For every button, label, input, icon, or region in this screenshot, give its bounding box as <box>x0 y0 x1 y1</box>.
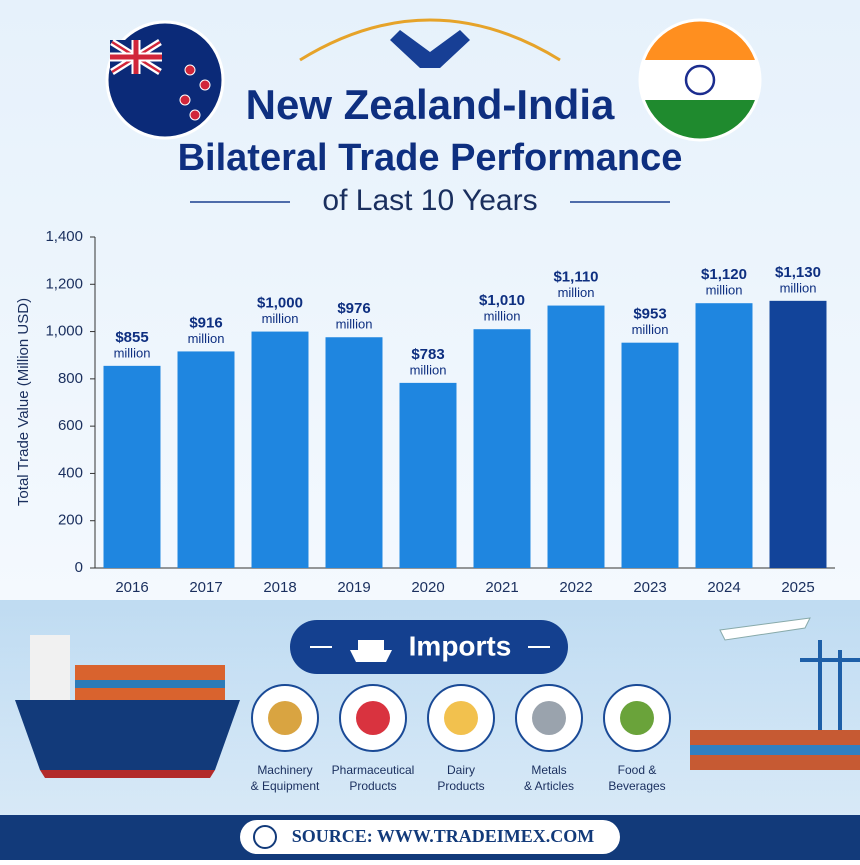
source-pill <box>240 820 620 854</box>
value-label-unit: million <box>558 285 595 300</box>
import-label: Beverages <box>608 779 665 793</box>
import-icon-art <box>444 701 478 735</box>
import-icon-art <box>356 701 390 735</box>
y-tick-label: 400 <box>58 464 83 481</box>
value-label-unit: million <box>484 309 521 324</box>
x-tick-label: 2025 <box>781 579 814 596</box>
value-label: $1,000 <box>257 295 303 312</box>
handshake <box>299 18 561 68</box>
globe-icon <box>253 825 277 849</box>
value-label: $1,120 <box>701 266 747 283</box>
import-icon-art <box>620 701 654 735</box>
value-label-unit: million <box>706 283 743 298</box>
x-tick-label: 2022 <box>559 579 592 596</box>
value-label: $783 <box>411 346 444 363</box>
import-label: Food & <box>618 763 657 777</box>
value-label-unit: million <box>410 362 447 377</box>
value-label-unit: million <box>262 311 299 326</box>
bar <box>547 305 605 568</box>
x-tick-label: 2021 <box>485 579 518 596</box>
value-label-unit: million <box>336 317 373 332</box>
y-axis-label: Total Trade Value (Million USD) <box>15 298 32 506</box>
import-label: Products <box>437 779 484 793</box>
import-label: & Articles <box>524 779 574 793</box>
value-label-unit: million <box>188 331 225 346</box>
x-tick-label: 2016 <box>115 579 148 596</box>
value-label: $855 <box>115 329 148 346</box>
import-label: Pharmaceutical <box>332 763 415 777</box>
import-label: Machinery <box>257 763 312 777</box>
import-icon-art <box>268 701 302 735</box>
imports-title: Imports <box>409 630 512 661</box>
nz-flag <box>105 20 225 140</box>
import-label: Metals <box>531 763 566 777</box>
source: SOURCE: WWW.TRADEIMEX.COM <box>292 826 595 846</box>
y-tick-label: 600 <box>58 417 83 434</box>
value-label-unit: million <box>780 280 817 295</box>
value-label-unit: million <box>114 345 151 360</box>
y-tick-label: 800 <box>58 370 83 387</box>
value-label: $976 <box>337 300 370 317</box>
y-tick-label: 1,400 <box>45 228 83 245</box>
subtitle: of Last 10 Years <box>322 184 537 217</box>
y-tick-label: 0 <box>75 559 83 576</box>
value-label: $1,130 <box>775 264 821 281</box>
india-flag <box>638 18 762 142</box>
x-tick-label: 2024 <box>707 579 740 596</box>
x-tick-label: 2018 <box>263 579 296 596</box>
bar <box>177 351 235 568</box>
bar <box>769 300 827 568</box>
title-line: Bilateral Trade Performance <box>178 137 683 179</box>
ship-icon <box>350 640 392 662</box>
value-label-unit: million <box>632 322 669 337</box>
bar <box>473 329 531 568</box>
x-tick-label: 2017 <box>189 579 222 596</box>
value-label: $1,010 <box>479 292 525 309</box>
x-tick-label: 2019 <box>337 579 370 596</box>
import-icon-art <box>532 701 566 735</box>
bar <box>399 382 457 568</box>
bar <box>621 342 679 568</box>
import-label: & Equipment <box>251 779 320 793</box>
value-label: $916 <box>189 314 222 331</box>
bar <box>695 303 753 568</box>
import-label: Dairy <box>447 763 475 777</box>
value-label: $1,110 <box>553 269 598 286</box>
title-line: New Zealand-India <box>246 81 615 128</box>
import-label: Products <box>349 779 396 793</box>
cargo-ship <box>15 635 240 778</box>
y-tick-label: 1,200 <box>45 275 83 292</box>
bar <box>251 331 309 568</box>
x-tick-label: 2023 <box>633 579 666 596</box>
bar <box>103 365 161 568</box>
y-tick-label: 1,000 <box>45 323 83 340</box>
value-label: $953 <box>633 306 666 323</box>
bar <box>325 337 383 568</box>
port <box>690 617 860 770</box>
y-tick-label: 200 <box>58 512 83 529</box>
x-tick-label: 2020 <box>411 579 444 596</box>
